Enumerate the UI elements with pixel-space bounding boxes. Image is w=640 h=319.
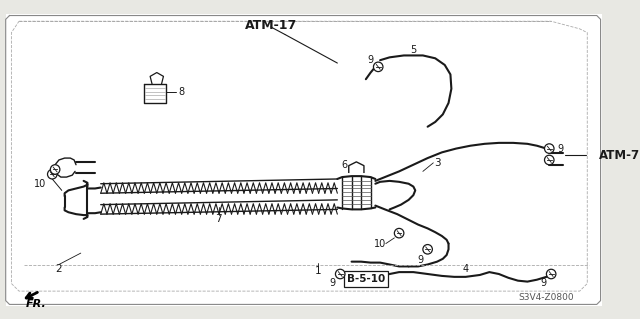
Text: 10: 10 bbox=[374, 239, 386, 249]
Text: 8: 8 bbox=[179, 86, 185, 97]
Text: FR.: FR. bbox=[26, 300, 47, 309]
Text: 9: 9 bbox=[417, 255, 423, 265]
Text: 4: 4 bbox=[463, 264, 468, 274]
Circle shape bbox=[423, 245, 433, 254]
Text: 7: 7 bbox=[215, 214, 222, 224]
Text: 9: 9 bbox=[367, 55, 374, 65]
Circle shape bbox=[374, 62, 383, 71]
Text: 1: 1 bbox=[315, 266, 322, 276]
Text: 9: 9 bbox=[330, 278, 335, 287]
Text: ATM-17: ATM-17 bbox=[244, 19, 297, 32]
Text: 6: 6 bbox=[341, 160, 347, 170]
Text: 9: 9 bbox=[558, 144, 564, 153]
Text: 5: 5 bbox=[410, 45, 417, 55]
Text: S3V4-Z0800: S3V4-Z0800 bbox=[518, 293, 574, 302]
Text: 2: 2 bbox=[56, 264, 62, 274]
Text: 3: 3 bbox=[434, 158, 440, 168]
Circle shape bbox=[335, 269, 345, 279]
Text: 9: 9 bbox=[541, 278, 547, 287]
Text: B-5-10: B-5-10 bbox=[347, 274, 385, 284]
Circle shape bbox=[47, 169, 57, 179]
Circle shape bbox=[545, 155, 554, 165]
Text: 10: 10 bbox=[34, 179, 46, 189]
Circle shape bbox=[394, 228, 404, 238]
Text: ATM-7: ATM-7 bbox=[598, 149, 640, 162]
Circle shape bbox=[547, 269, 556, 279]
Circle shape bbox=[51, 165, 60, 174]
Circle shape bbox=[545, 144, 554, 153]
